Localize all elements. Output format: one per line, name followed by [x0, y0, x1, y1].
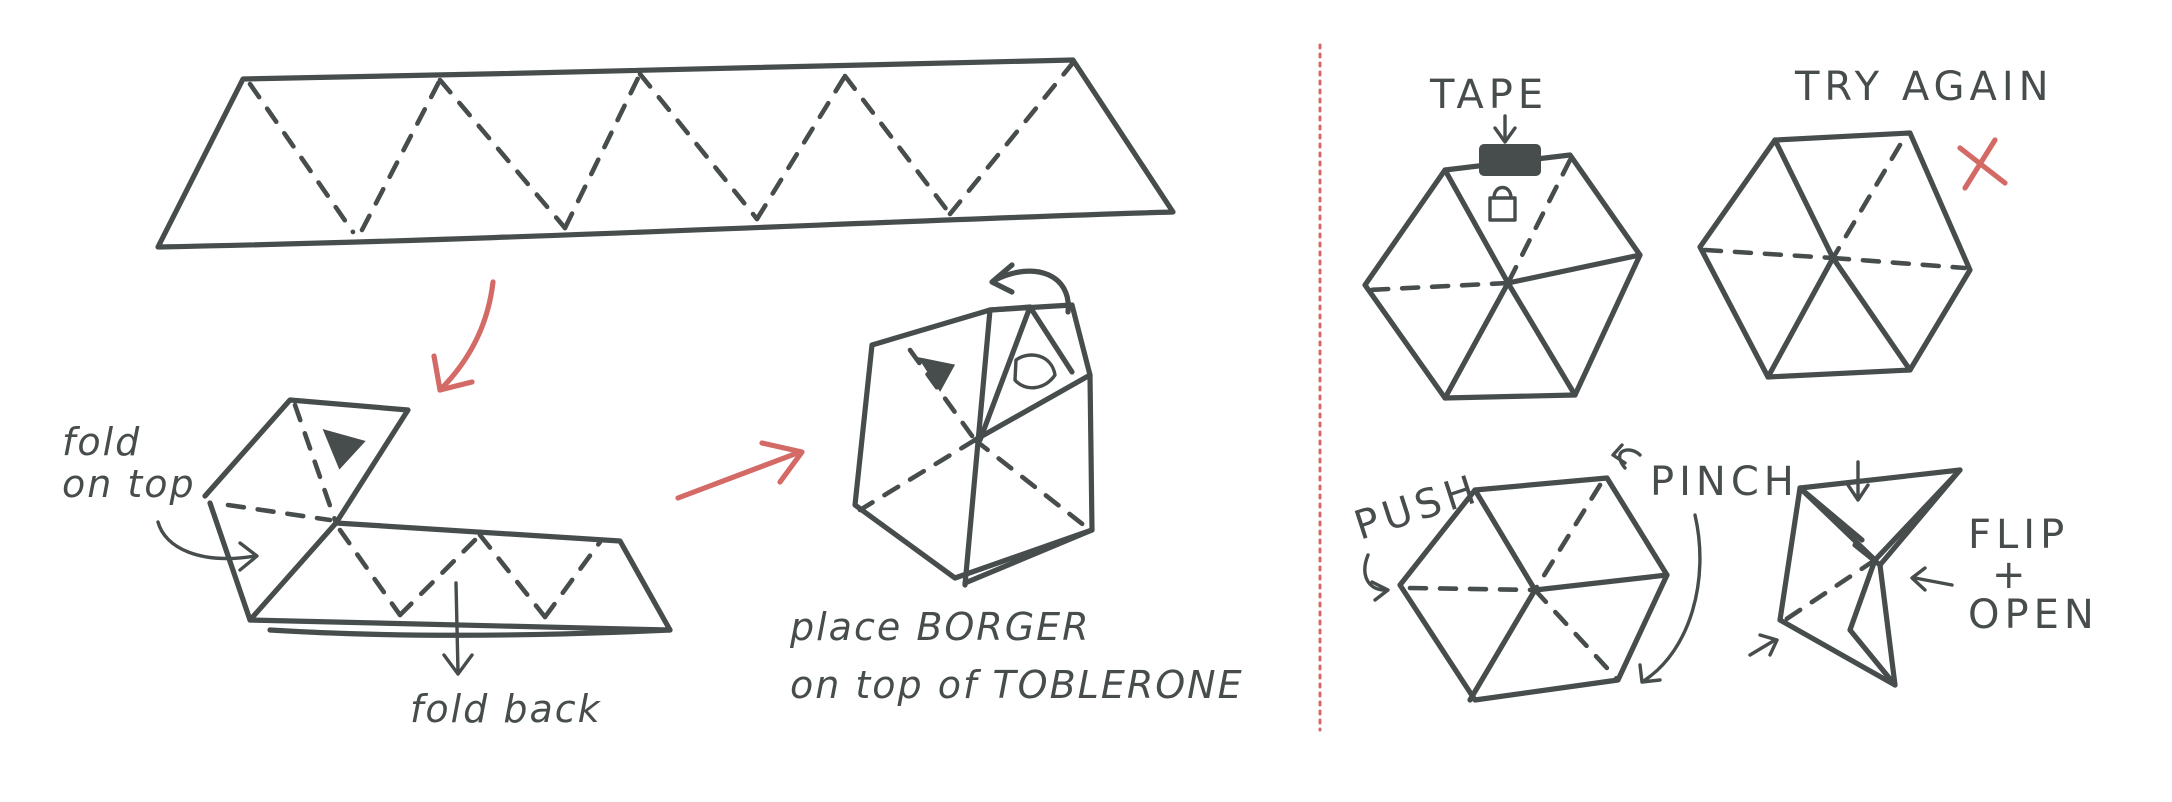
fold-on-top-label-line2: on top — [62, 462, 196, 506]
try-again-label: TRY AGAIN — [1794, 64, 2054, 110]
tape-label: TAPE — [1429, 72, 1548, 118]
borger-marker — [917, 357, 956, 392]
hexagon-push-pinch-fold-lines — [1407, 482, 1621, 683]
hexagon-tape — [1362, 144, 1643, 401]
fold-back-annotation: fold back — [410, 581, 602, 731]
pinch-label: PINCH — [1650, 459, 1799, 505]
wrong-x-icon — [1957, 137, 2008, 191]
flipped-shape — [1777, 467, 1963, 688]
tape-icon — [1479, 144, 1541, 176]
folded-strip-fold-lines — [225, 402, 603, 620]
folded-strip-outline — [202, 397, 411, 526]
fold-on-top-annotation: fold on top — [62, 420, 259, 572]
flip-open-label-line1: FLIP — [1968, 512, 2069, 558]
flipped-shape-outline — [1777, 467, 1963, 688]
strip-outline — [155, 57, 1176, 250]
step-arrow-down — [431, 279, 496, 393]
rotate-arrow — [992, 268, 1071, 315]
flip-open-label-line2: + — [1992, 552, 2031, 598]
place-borger-label-line1: place BORGER — [789, 605, 1091, 649]
tab-triangle-marker — [322, 428, 366, 470]
hexagon-step-3 — [852, 262, 1095, 588]
push-arrow — [1363, 553, 1390, 602]
hexagon-tape-fold-lines — [1365, 157, 1573, 293]
flip-arrows — [1748, 460, 1954, 657]
toblerone-marker — [1013, 353, 1057, 390]
strip-fold-lines — [247, 61, 1075, 235]
tape-arrow — [1493, 114, 1517, 144]
pinch-arrows — [1611, 443, 1702, 684]
hexagon-step-3-fold-lines — [857, 347, 1093, 533]
paper-strip — [155, 57, 1176, 250]
fold-back-label: fold back — [410, 687, 602, 731]
fold-on-top-label-line1: fold — [62, 420, 141, 464]
hexagon-try-again-fold-lines — [1702, 142, 1968, 271]
place-borger-label-line2: on top of TOBLERONE — [790, 663, 1244, 707]
hexagon-push-pinch — [1397, 475, 1670, 703]
step-arrow-right — [675, 440, 805, 501]
flip-open-label-line3: OPEN — [1968, 592, 2099, 638]
folded-strip — [202, 397, 673, 638]
padlock-icon — [1488, 185, 1517, 222]
hexagon-try-again — [1697, 130, 1973, 380]
push-label: PUSH — [1349, 466, 1486, 550]
